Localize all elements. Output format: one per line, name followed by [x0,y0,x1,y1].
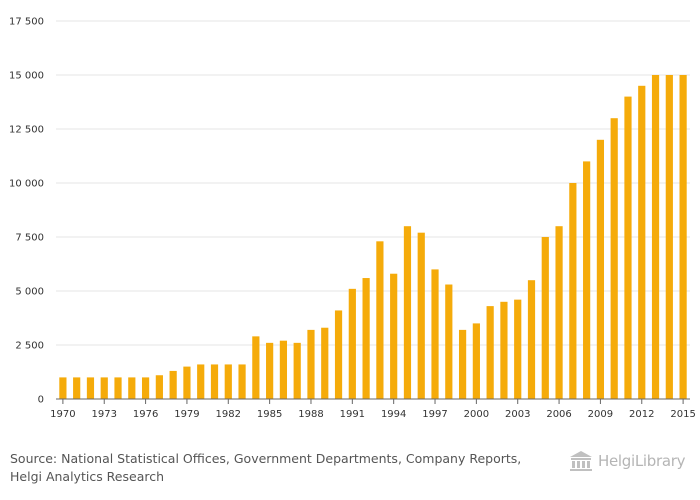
x-tick-label: 1970 [50,409,75,420]
x-tick-label: 1988 [298,409,323,420]
x-tick-label: 2006 [546,409,571,420]
bar-1990 [334,310,343,399]
bar-2011 [624,96,632,399]
y-tick-label: 0 [38,395,44,406]
bar-2007 [569,183,577,399]
bar-1971 [73,377,81,399]
library-building-icon [570,451,592,471]
bar-1989 [321,327,329,399]
x-tick-label: 2003 [505,409,530,420]
y-tick-label: 7 500 [15,233,44,244]
source-note: Source: National Statistical Offices, Go… [10,450,550,486]
bar-2004 [527,280,536,399]
bar-2013 [651,75,660,399]
bar-1975 [128,377,136,399]
x-tick-label: 1976 [133,409,158,420]
bar-2002 [500,301,508,399]
bar-2012 [638,85,646,400]
bar-2000 [472,323,480,399]
bar-2001 [486,306,494,399]
source-line-2: Helgi Analytics Research [10,469,165,484]
bar-1994 [390,273,398,399]
bar-1976 [141,377,150,399]
bar-1999 [458,329,467,399]
helgi-library-logo: HelgiLibrary [569,448,686,474]
y-axis: 0 2 500 5 000 7 500 10 000 12 500 15 000 17 500 [9,17,44,406]
bar-2015 [679,75,687,399]
bar-1981 [210,364,219,399]
y-tick-label: 2 500 [15,341,44,352]
bar-1980 [197,364,205,399]
bar-2009 [596,139,605,400]
x-tick-label: 2009 [588,409,613,420]
bar-1991 [348,288,356,399]
y-tick-label: 17 500 [9,17,44,28]
bar-chart: 0 2 500 5 000 7 500 10 000 12 500 15 000 17 500… [9,17,696,421]
bar-1988 [307,329,315,399]
x-tick-label: 1973 [92,409,117,420]
source-line-1: Source: National Statistical Offices, Go… [10,451,522,466]
bar-1998 [445,284,453,399]
x-tick-label: 2015 [670,409,695,420]
x-tick-label: 2000 [464,409,489,420]
bar-1974 [114,377,122,399]
bar-1992 [362,278,370,399]
bar-1984 [252,336,260,399]
x-tick-label: 1991 [340,409,365,420]
bar-1978 [169,370,177,399]
bar-2005 [541,237,549,399]
bar-1997 [431,269,439,399]
bar-1979 [183,366,191,399]
bar-1993 [376,241,384,399]
y-tick-label: 10 000 [9,179,44,190]
y-tick-label: 12 500 [9,125,44,136]
bar-2006 [555,226,563,399]
x-tick-label: 1994 [381,409,406,420]
bar-1996 [417,232,425,399]
x-tick-label: 2012 [629,409,654,420]
x-tick-label: 1997 [422,409,447,420]
x-tick-label: 1985 [257,409,282,420]
logo-text: HelgiLibrary [598,452,686,470]
bar-1987 [293,342,301,399]
x-tick-label: 1982 [216,409,241,420]
bar-1986 [279,340,288,399]
bar-1982 [224,364,232,399]
bar-1995 [403,226,412,399]
bar-2010 [610,118,618,399]
bars [59,75,687,400]
y-tick-label: 15 000 [9,71,44,82]
bar-1983 [238,364,246,399]
bar-2014 [665,75,673,399]
x-tick-label: 1979 [174,409,199,420]
x-axis: 1970 1973 1976 1979 1982 1985 1988 1991 1994 1997… [50,399,696,420]
bar-1977 [155,375,163,399]
bar-1973 [100,377,108,399]
bar-2003 [514,299,522,399]
gridlines [56,20,690,346]
bar-1970 [59,377,67,399]
y-tick-label: 5 000 [15,287,44,298]
bar-1985 [266,342,274,399]
bar-2008 [583,161,591,399]
bar-1972 [86,377,95,399]
